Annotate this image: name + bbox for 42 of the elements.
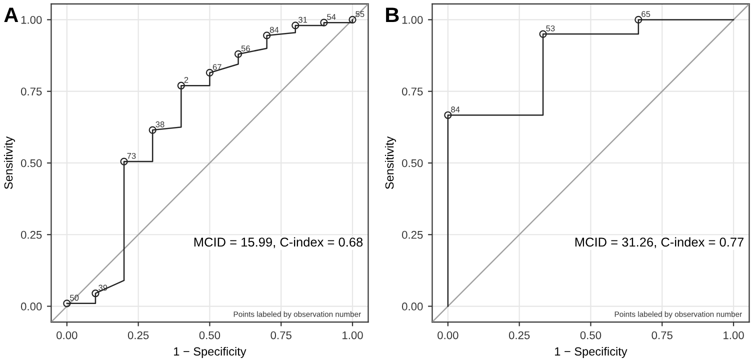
- annotation: MCID = 15.99, C-index = 0.68: [194, 237, 363, 248]
- y-tick-label: 0.50: [20, 159, 42, 168]
- x-tick-label: 1.00: [342, 331, 363, 340]
- annotation: 50: [70, 294, 79, 301]
- annotation: 84: [270, 26, 279, 33]
- annotation: 53: [546, 25, 555, 32]
- y-tick-label: 0.00: [402, 302, 423, 310]
- y-axis-title: Sensitivity: [4, 136, 15, 190]
- x-tick-label: 0.50: [580, 331, 602, 340]
- chart-title: B: [386, 8, 399, 22]
- y-axis-title: Sensitivity: [385, 136, 396, 190]
- y-tick-label: 0.25: [402, 230, 423, 239]
- y-tick-label: 1.00: [402, 16, 423, 24]
- annotation: 2: [184, 77, 188, 83]
- annotation: 55: [356, 11, 364, 18]
- annotation: 73: [127, 152, 136, 159]
- y-tick-label: 0.75: [20, 88, 42, 96]
- y-tick-label: 1.00: [21, 16, 42, 24]
- x-tick-label: 0.75: [652, 331, 672, 340]
- x-tick-label: 0.50: [199, 331, 220, 340]
- x-tick-label: 0.25: [508, 331, 530, 340]
- y-tick-label: 0.50: [402, 159, 423, 168]
- annotation: 67: [212, 64, 222, 70]
- x-tick-label: 0.75: [270, 331, 292, 340]
- x-tick-label: 0.00: [438, 331, 458, 340]
- annotation: 38: [156, 121, 164, 128]
- x-axis-title: 1 − Specificity: [555, 346, 628, 358]
- x-tick-label: 1.00: [724, 331, 744, 340]
- chart-title: A: [4, 8, 18, 22]
- annotation: 65: [642, 11, 650, 18]
- x-tick-label: 0.00: [56, 331, 78, 340]
- y-tick-label: 0.00: [20, 302, 42, 310]
- x-axis-title: 1 − Specificity: [174, 346, 246, 358]
- y-tick-label: 0.25: [20, 230, 42, 239]
- annotation: 84: [451, 106, 460, 112]
- y-tick-label: 0.75: [402, 88, 423, 96]
- x-tick-label: 0.25: [128, 331, 149, 340]
- annotation: 54: [327, 14, 336, 20]
- annotation: 56: [241, 46, 250, 52]
- annotation: 39: [98, 284, 108, 291]
- annotation: MCID = 31.26, C-index = 0.77: [575, 237, 744, 248]
- annotation: 31: [298, 16, 308, 23]
